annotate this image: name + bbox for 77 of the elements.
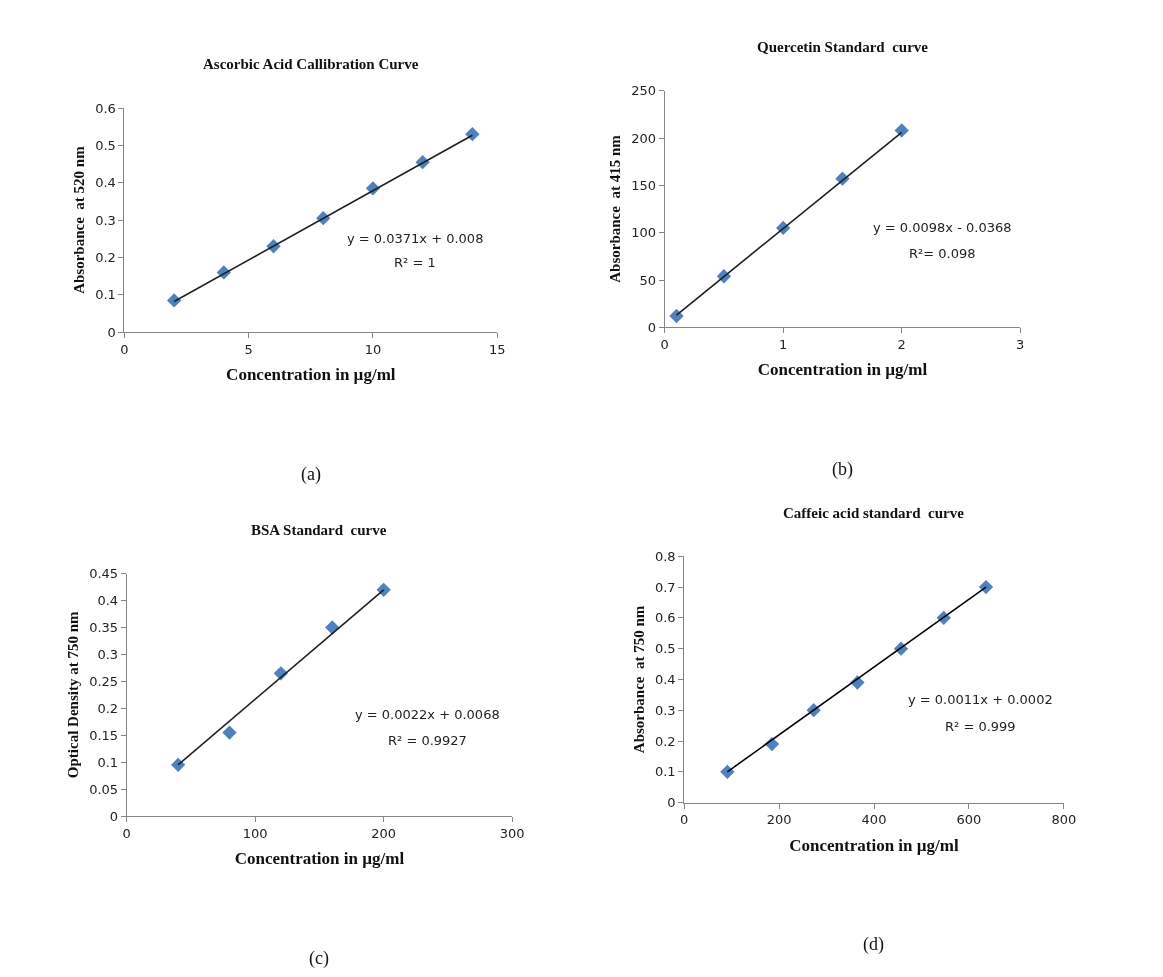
- annotation: R²= 0.098: [909, 246, 976, 261]
- point: [720, 764, 735, 779]
- text: (a): [301, 464, 321, 485]
- y-tick-label: 0.2: [654, 733, 676, 749]
- x-tick-label: 200: [371, 825, 397, 841]
- y-tick-label: 150: [631, 177, 657, 193]
- x-tick-label: 10: [364, 341, 382, 357]
- x-tick-label: 1: [779, 336, 788, 352]
- x-tick-label: 200: [766, 812, 792, 828]
- y-tick-label: 0.3: [654, 702, 676, 718]
- y-tick-label: 0.45: [89, 566, 119, 582]
- y-tick-label: 0.3: [97, 646, 119, 662]
- point: [894, 123, 909, 138]
- annotation: R² = 0.999: [945, 719, 1016, 734]
- x-tick-label: 0: [122, 825, 131, 841]
- annotation: y = 0.0098x - 0.0368: [873, 220, 1012, 235]
- y-tick-label: 100: [631, 225, 657, 241]
- y-tick-label: 0.1: [97, 754, 119, 770]
- y-tick-label: 0.4: [95, 175, 116, 191]
- annotation: y = 0.0022x + 0.0068: [355, 707, 500, 722]
- y-tick-label: 0.1: [654, 764, 676, 780]
- x-tick-label: 300: [499, 825, 525, 841]
- y-tick-label: 0.7: [654, 579, 676, 595]
- point: [376, 582, 391, 597]
- x-axis-title: Concentration in µg/ml: [789, 835, 959, 855]
- annotation: y = 0.0371x + 0.008: [347, 231, 484, 246]
- x-tick-label: 400: [861, 812, 887, 828]
- chart-title: Quercetin Standard curve: [757, 39, 929, 55]
- y-axis-title: Absorbance at 520 nm: [71, 145, 88, 294]
- y-tick-label: 0.25: [89, 673, 119, 689]
- text: (b): [832, 459, 853, 480]
- y-tick-label: 0.4: [654, 671, 676, 687]
- y-tick-label: 0.1: [95, 287, 116, 303]
- y-axis-title: Absorbance at 415 nm: [607, 134, 624, 283]
- x-tick-label: 2: [897, 336, 906, 352]
- y-axis-title: Optical Density at 750 nm: [65, 611, 82, 779]
- y-tick-label: 0.05: [89, 781, 119, 797]
- chart-title: Caffeic acid standard curve: [783, 505, 965, 521]
- x-axis-title: Concentration in µg/ml: [234, 849, 405, 869]
- x-tick-label: 600: [956, 812, 982, 828]
- point: [222, 725, 237, 740]
- y-tick-label: 0.8: [654, 548, 676, 564]
- chart-title: BSA Standard curve: [251, 522, 387, 538]
- x-tick-label: 800: [1051, 812, 1077, 828]
- y-tick-label: 0.6: [654, 610, 676, 626]
- annotation: y = 0.0011x + 0.0002: [908, 692, 1053, 707]
- text: (c): [309, 948, 329, 969]
- annotation: R² = 1: [394, 255, 436, 270]
- x-axis-title: Concentration in µg/ml: [226, 365, 396, 385]
- y-axis-title: Absorbance at 750 nm: [631, 605, 648, 754]
- x-tick-label: 100: [242, 825, 268, 841]
- y-tick-label: 0.15: [89, 727, 119, 743]
- y-tick-label: 0.4: [97, 593, 119, 609]
- y-tick-label: 0.5: [654, 641, 676, 657]
- chart-title: Ascorbic Acid Callibration Curve: [203, 56, 419, 72]
- x-axis-title: Concentration in µg/ml: [757, 360, 928, 380]
- y-tick-label: 0.2: [97, 700, 119, 716]
- x-tick-label: 3: [1016, 336, 1025, 352]
- y-tick-label: 50: [639, 272, 657, 288]
- annotation: R² = 0.9927: [388, 733, 467, 748]
- x-tick-label: 5: [244, 341, 253, 357]
- y-tick-label: 200: [631, 130, 657, 146]
- y-tick-label: 0: [647, 319, 657, 335]
- x-tick-label: 0: [680, 812, 689, 828]
- y-tick-label: 0: [667, 795, 676, 811]
- y-tick-label: 0.6: [95, 100, 116, 116]
- y-tick-label: 0.2: [95, 249, 116, 265]
- y-tick-label: 0.5: [95, 137, 116, 153]
- text: (d): [863, 934, 884, 955]
- y-tick-label: 0: [107, 324, 116, 340]
- y-tick-label: 250: [631, 83, 657, 99]
- x-tick-label: 0: [120, 341, 129, 357]
- point: [978, 579, 994, 595]
- y-tick-label: 0.35: [89, 620, 119, 636]
- y-tick-label: 0.3: [95, 212, 116, 228]
- x-tick-label: 15: [488, 341, 506, 357]
- point: [465, 127, 480, 142]
